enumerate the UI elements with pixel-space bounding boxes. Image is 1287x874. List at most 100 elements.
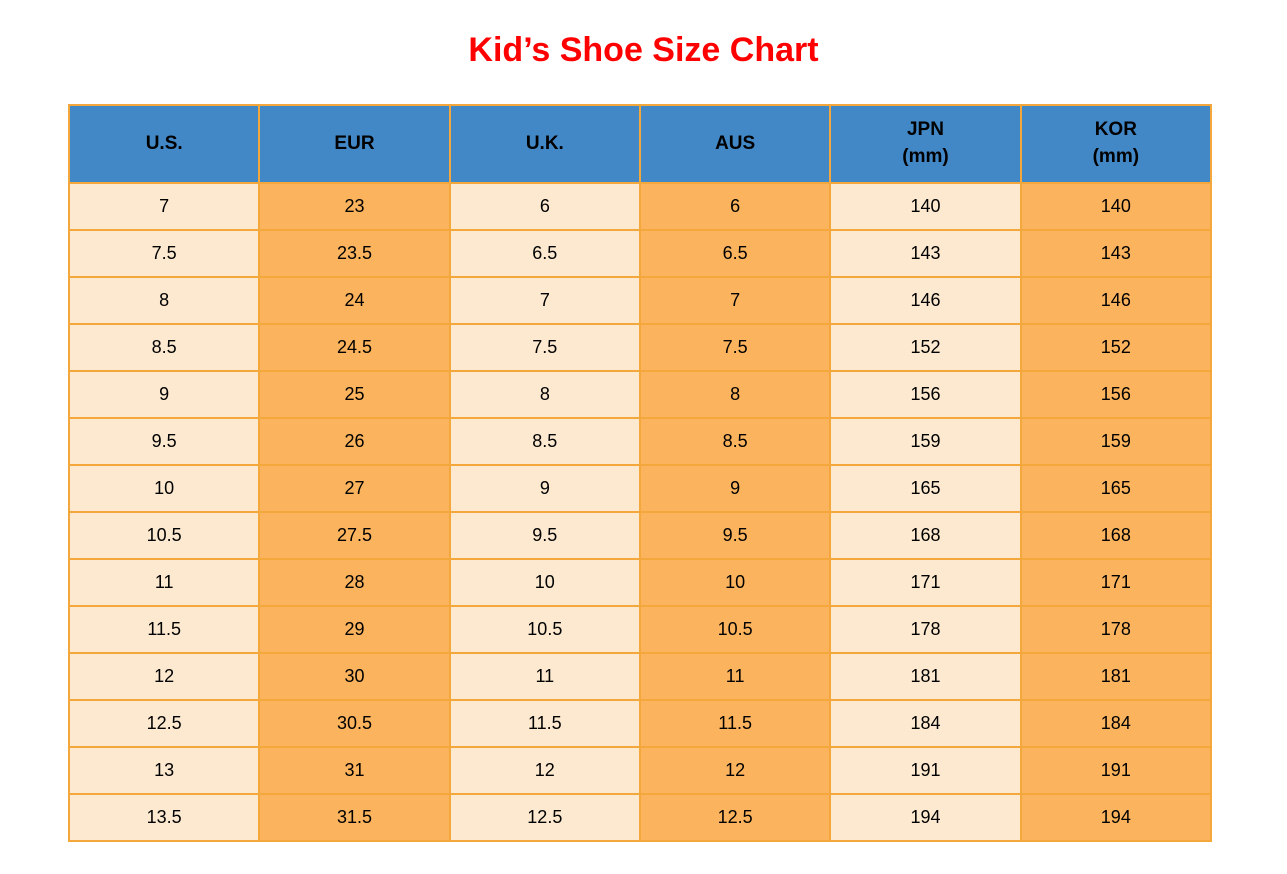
table-cell: 8.5 — [638, 416, 832, 466]
column-header-label: EUR — [334, 132, 375, 154]
table-cell: 10 — [448, 557, 641, 607]
column-header-kor: KOR (mm) — [1019, 103, 1213, 184]
column-header-jpn: JPN (mm) — [829, 103, 1022, 184]
table-cell: 8 — [67, 275, 261, 325]
shoe-size-table: U.S. EUR U.K. AUS JPN (mm) — [67, 103, 1213, 842]
table-cell: 159 — [829, 416, 1022, 466]
table-cell: 11 — [67, 557, 261, 607]
table-row: 7.5 23.5 6.5 6.5 143 143 — [67, 228, 1213, 278]
table-cell: 23 — [258, 181, 451, 231]
table-row: 8 24 7 7 146 146 — [67, 275, 1213, 325]
header-row: U.S. EUR U.K. AUS JPN (mm) — [67, 103, 1213, 184]
column-header-label: U.S. — [145, 132, 183, 154]
table-cell: 171 — [1019, 557, 1213, 607]
table-cell: 8.5 — [67, 322, 261, 372]
table-cell: 9 — [67, 369, 261, 419]
table-cell: 9.5 — [67, 416, 261, 466]
table-cell: 9 — [638, 463, 832, 513]
table-cell: 156 — [829, 369, 1022, 419]
table-cell: 30.5 — [258, 698, 451, 748]
table-row: 8.5 24.5 7.5 7.5 152 152 — [67, 322, 1213, 372]
table-cell: 10.5 — [638, 604, 832, 654]
table-cell: 10 — [67, 463, 261, 513]
table-cell: 168 — [1019, 510, 1213, 560]
table-cell: 8.5 — [448, 416, 641, 466]
table-row: 7 23 6 6 140 140 — [67, 181, 1213, 231]
table-cell: 194 — [829, 792, 1022, 842]
column-header-uk: U.K. — [448, 103, 641, 184]
table-cell: 12 — [67, 651, 261, 701]
column-header-sublabel: (mm) — [902, 145, 949, 167]
table-cell: 146 — [829, 275, 1022, 325]
table-cell: 12.5 — [67, 698, 261, 748]
table-row: 11 28 10 10 171 171 — [67, 557, 1213, 607]
table-cell: 7 — [638, 275, 832, 325]
table-cell: 29 — [258, 604, 451, 654]
table-cell: 9.5 — [638, 510, 832, 560]
column-header-label: AUS — [715, 132, 756, 154]
table-cell: 7.5 — [67, 228, 261, 278]
table-cell: 26 — [258, 416, 451, 466]
table-cell: 191 — [1019, 745, 1213, 795]
table-cell: 11.5 — [448, 698, 641, 748]
table-row: 9 25 8 8 156 156 — [67, 369, 1213, 419]
table-cell: 8 — [448, 369, 641, 419]
table-cell: 6.5 — [448, 228, 641, 278]
table-cell: 143 — [1019, 228, 1213, 278]
table-cell: 12.5 — [638, 792, 832, 842]
column-header-us: U.S. — [67, 103, 261, 184]
table-cell: 10 — [638, 557, 832, 607]
table-cell: 194 — [1019, 792, 1213, 842]
table-cell: 11.5 — [67, 604, 261, 654]
table-row: 12 30 11 11 181 181 — [67, 651, 1213, 701]
table-cell: 11.5 — [638, 698, 832, 748]
table-row: 12.5 30.5 11.5 11.5 184 184 — [67, 698, 1213, 748]
table-cell: 178 — [1019, 604, 1213, 654]
table-cell: 13.5 — [67, 792, 261, 842]
column-header-label: JPN — [906, 119, 944, 141]
table-cell: 7.5 — [638, 322, 832, 372]
table-cell: 168 — [829, 510, 1022, 560]
table-row: 13.5 31.5 12.5 12.5 194 194 — [67, 792, 1213, 842]
table-cell: 7 — [67, 181, 261, 231]
table-cell: 28 — [258, 557, 451, 607]
column-header-sublabel: (mm) — [1092, 145, 1140, 167]
table-cell: 12.5 — [448, 792, 641, 842]
table-cell: 6 — [448, 181, 641, 231]
table-row: 13 31 12 12 191 191 — [67, 745, 1213, 795]
table-cell: 25 — [258, 369, 451, 419]
page: Kid’s Shoe Size Chart U.S. EUR U.K. AUS — [0, 30, 1287, 842]
table-cell: 143 — [829, 228, 1022, 278]
table-cell: 23.5 — [258, 228, 451, 278]
table-cell: 178 — [829, 604, 1022, 654]
column-header-aus: AUS — [638, 103, 832, 184]
table-cell: 7 — [448, 275, 641, 325]
table-row: 10 27 9 9 165 165 — [67, 463, 1213, 513]
table-cell: 8 — [638, 369, 832, 419]
table-cell: 152 — [1019, 322, 1213, 372]
table-cell: 30 — [258, 651, 451, 701]
table-cell: 165 — [1019, 463, 1213, 513]
table-cell: 140 — [829, 181, 1022, 231]
column-header-label: KOR — [1094, 119, 1137, 141]
table-cell: 191 — [829, 745, 1022, 795]
table-cell: 6.5 — [638, 228, 832, 278]
table-cell: 27.5 — [258, 510, 451, 560]
table-cell: 171 — [829, 557, 1022, 607]
table-cell: 6 — [638, 181, 832, 231]
table-cell: 156 — [1019, 369, 1213, 419]
table-cell: 10.5 — [67, 510, 261, 560]
table-cell: 152 — [829, 322, 1022, 372]
table-cell: 31 — [258, 745, 451, 795]
table-head: U.S. EUR U.K. AUS JPN (mm) — [67, 103, 1213, 184]
table-cell: 24 — [258, 275, 451, 325]
table-cell: 165 — [829, 463, 1022, 513]
table-cell: 140 — [1019, 181, 1213, 231]
column-header-eur: EUR — [258, 103, 451, 184]
table-cell: 146 — [1019, 275, 1213, 325]
table-cell: 31.5 — [258, 792, 451, 842]
table-cell: 9 — [448, 463, 641, 513]
table-cell: 27 — [258, 463, 451, 513]
table-cell: 159 — [1019, 416, 1213, 466]
table-body: 7 23 6 6 140 140 7.5 23.5 6.5 6.5 143 143 8 24 7 7 146 14… — [67, 181, 1213, 842]
